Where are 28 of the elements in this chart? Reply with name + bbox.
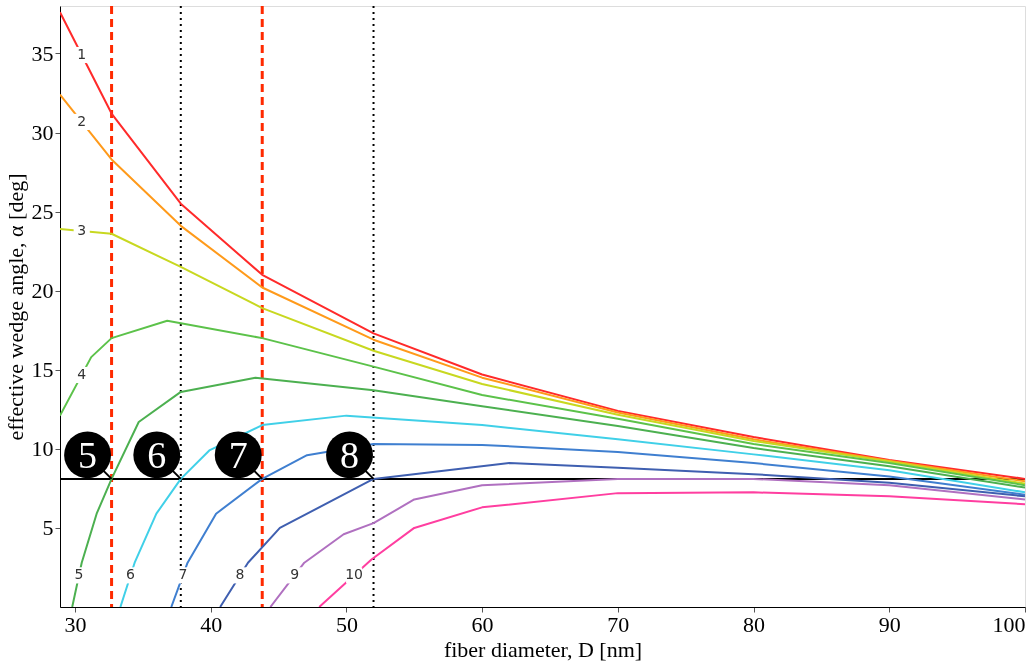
x-tick-label: 90: [878, 611, 901, 637]
x-tick-label: 60: [471, 611, 494, 637]
x-tick-label: 100: [992, 611, 1026, 637]
y-tick-label: 35: [31, 40, 54, 66]
annotation: 7: [228, 433, 248, 476]
y-tick-label: 15: [31, 357, 54, 383]
x-tick-label: 30: [64, 611, 87, 637]
y-axis-title: effective wedge angle, α [deg]: [2, 173, 28, 441]
y-tick-label: 30: [31, 120, 54, 146]
annotation: 8: [235, 566, 245, 583]
annotation: 6: [126, 566, 136, 583]
y-tick-label: 20: [31, 278, 54, 304]
annotation: 10: [345, 566, 364, 583]
x-tick-label: 70: [607, 611, 630, 637]
x-tick-label: 40: [200, 611, 223, 637]
annotation: 2: [77, 112, 87, 129]
y-tick-label: 10: [31, 436, 54, 462]
y-tick-label: 25: [31, 199, 54, 225]
annotation: 4: [77, 365, 87, 382]
annotation: 7: [178, 566, 188, 583]
annotation: 3: [77, 222, 87, 239]
annotation: 5: [74, 566, 84, 583]
x-axis-title: fiber diameter, D [nm]: [443, 636, 643, 662]
y-tick-label: 5: [42, 515, 54, 541]
annotation: 9: [290, 566, 300, 583]
annotation: 1: [77, 46, 87, 63]
x-tick-label: 80: [743, 611, 766, 637]
x-tick-label: 50: [335, 611, 358, 637]
